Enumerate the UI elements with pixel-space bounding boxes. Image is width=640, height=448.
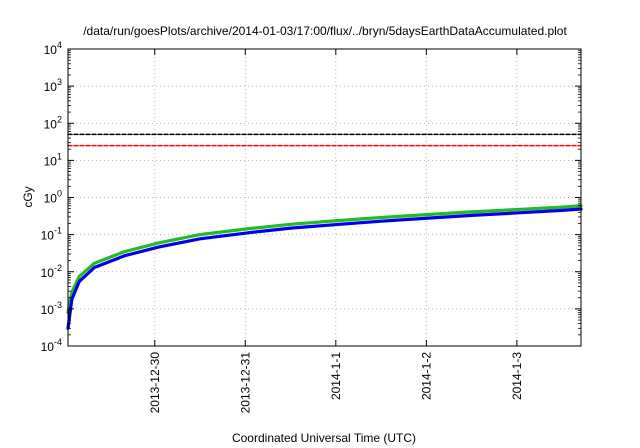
x-tick-label: 2014-1-1: [329, 352, 343, 400]
x-tick-label: 2014-1-3: [510, 352, 524, 400]
y-axis-title: cGy: [21, 186, 35, 207]
series-line: [66, 204, 583, 315]
x-tick-label: 2014-1-2: [419, 352, 433, 400]
x-tick-label: 2013-12-30: [148, 352, 162, 414]
chart-title: /data/run/goesPlots/archive/2014-01-03/1…: [83, 24, 567, 38]
grid: [68, 49, 581, 346]
ticks: [68, 48, 581, 347]
x-axis-title: Coordinated Universal Time (UTC): [232, 431, 416, 445]
series-layer: [66, 133, 583, 330]
x-tick-label: 2013-12-31: [238, 352, 252, 414]
series-line: [66, 207, 583, 330]
